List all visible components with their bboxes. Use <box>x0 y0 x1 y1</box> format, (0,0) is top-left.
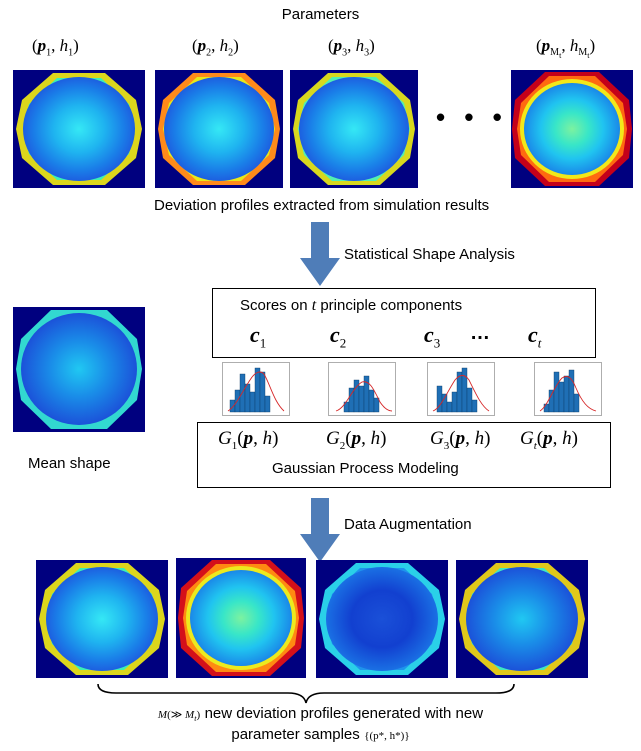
generated-profile-3 <box>316 560 448 678</box>
parameters-title: Parameters <box>281 6 360 23</box>
param-label-3: (p3, h3) <box>328 36 375 59</box>
deviation-profile-2 <box>155 70 283 188</box>
deviation-profile-1 <box>13 70 145 188</box>
deviation-profile-m <box>511 70 633 188</box>
scores-box <box>212 288 596 358</box>
mean-shape-profile <box>13 307 145 432</box>
deviation-profile-3 <box>290 70 418 188</box>
gp-function-3: G3(p, h) <box>430 428 491 452</box>
generated-profile-4 <box>456 560 588 678</box>
bottom-caption-line2: parameter samples {(p*, h*)} <box>231 726 410 743</box>
score-ct: ct <box>528 322 542 351</box>
scores-title: Scores on t principle components <box>240 297 463 314</box>
scores-ellipsis: … <box>470 322 494 344</box>
param-label-2: (p2, h2) <box>192 36 239 59</box>
param-label-1: (p1, h1) <box>32 36 79 59</box>
grouping-brace <box>97 683 515 704</box>
score-c2: c2 <box>330 322 347 351</box>
gp-function-2: G2(p, h) <box>326 428 387 452</box>
augmentation-label: Data Augmentation <box>344 516 472 533</box>
deviation-caption: Deviation profiles extracted from simula… <box>154 197 490 214</box>
score-c1: c1 <box>250 322 267 351</box>
bottom-math-m: M(≫ Mt) <box>157 709 201 724</box>
generated-profile-2 <box>176 558 306 678</box>
bottom-caption-line1: M(≫ Mt) new deviation profiles generated… <box>157 705 484 724</box>
arrow-down-icon <box>300 222 340 286</box>
gp-box <box>197 422 611 488</box>
histogram-c1 <box>222 362 290 416</box>
ellipsis-dots: • • • <box>436 102 508 132</box>
mean-shape-label: Mean shape <box>28 455 111 472</box>
gp-title: Gaussian Process Modeling <box>272 460 459 477</box>
ssa-label: Statistical Shape Analysis <box>344 246 515 263</box>
histogram-c3 <box>427 362 495 416</box>
arrow-down-icon-2 <box>300 498 340 562</box>
score-c3: c3 <box>424 322 441 351</box>
histogram-c2 <box>328 362 396 416</box>
gp-function-1: G1(p, h) <box>218 428 279 452</box>
gp-function-t: Gt(p, h) <box>520 428 578 452</box>
generated-profile-1 <box>36 560 168 678</box>
param-label-m: (pMt, hMt) <box>536 36 596 61</box>
histogram-ct <box>534 362 602 416</box>
bottom-math-set: {(p*, h*)} <box>364 730 410 742</box>
